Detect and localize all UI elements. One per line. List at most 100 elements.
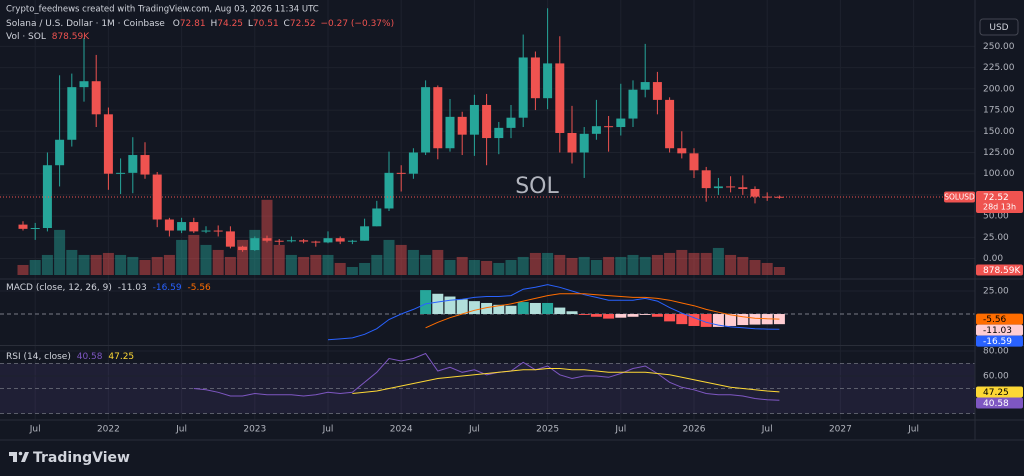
volume-value: 878.59K xyxy=(52,32,90,42)
candle-body xyxy=(762,196,772,198)
volume-bar xyxy=(627,254,639,275)
y-tick-label: 0.00 xyxy=(983,254,1003,264)
candle-body xyxy=(164,219,174,231)
histogram-tag-box xyxy=(976,324,1023,336)
histogram-bar xyxy=(676,314,688,325)
volume-bar xyxy=(200,244,212,275)
histogram-bar xyxy=(627,314,639,317)
volume-bar xyxy=(395,244,407,275)
volume-bar xyxy=(664,252,676,275)
marks xyxy=(17,8,785,401)
x-tick-label: 2022 xyxy=(97,425,120,435)
logo-dot xyxy=(18,451,23,456)
histogram-bar xyxy=(456,299,468,315)
volume-bar xyxy=(517,256,529,275)
histogram-bar xyxy=(688,314,700,326)
candle-body xyxy=(140,155,150,175)
histogram-bar xyxy=(505,305,517,315)
x-tick-label: 2025 xyxy=(536,425,559,435)
y-tick-label: 125.00 xyxy=(983,148,1015,158)
candle-body xyxy=(347,240,357,242)
volume-bar xyxy=(432,249,444,275)
candle-body xyxy=(628,89,638,119)
volume-bar xyxy=(554,254,566,275)
x-tick-label: Jul xyxy=(468,425,480,435)
volume-bar xyxy=(29,259,41,275)
x-tick-label: Jul xyxy=(175,425,187,435)
rsi-line xyxy=(193,352,780,401)
candle-body xyxy=(591,126,601,134)
y-tick-label: 25.00 xyxy=(983,287,1009,297)
candle-body xyxy=(665,99,675,149)
histogram-bar xyxy=(664,314,676,322)
macd-tag-box xyxy=(976,335,1023,347)
volume-bar xyxy=(712,247,724,275)
volume-bar xyxy=(749,259,761,275)
volume-bar xyxy=(176,239,188,275)
volume-bar xyxy=(139,259,151,275)
volume-bar xyxy=(249,229,261,275)
candle-body xyxy=(262,238,272,241)
volume-bar xyxy=(359,262,371,275)
symbol-legend: Solana / U.S. Dollar · 1M · Coinbase O72… xyxy=(6,19,394,29)
candle-body xyxy=(750,188,760,197)
volume-bar xyxy=(310,254,322,275)
volume-bar xyxy=(102,252,114,275)
histogram-bar xyxy=(468,301,480,315)
volume-bar xyxy=(603,256,615,275)
candle-body xyxy=(530,57,540,99)
volume-bar xyxy=(17,264,29,275)
histogram-tag: -11.03 xyxy=(983,326,1012,336)
volume-bar xyxy=(578,256,590,275)
histogram-bar xyxy=(566,311,578,315)
histogram-bar xyxy=(542,302,554,315)
ohlc-letter: O xyxy=(173,19,180,29)
volume-bar xyxy=(237,239,249,275)
histogram-bar xyxy=(615,314,627,318)
candle-body xyxy=(604,126,614,128)
candle-body xyxy=(311,241,321,243)
histogram-bar xyxy=(529,302,541,315)
y-tick-label: 25.00 xyxy=(983,233,1009,243)
candle-body xyxy=(91,81,101,115)
candle-body xyxy=(116,172,126,174)
histogram-bar xyxy=(481,302,493,315)
histogram-value: -11.03 xyxy=(118,283,147,293)
credit: Crypto_feednews created with TradingView… xyxy=(6,5,319,15)
y-tick-label: 50.00 xyxy=(983,212,1009,222)
x-tick-label: Jul xyxy=(322,425,334,435)
volume-tag: 878.59K xyxy=(983,266,1021,276)
ohlc-letter: H xyxy=(210,19,217,29)
histogram-bar xyxy=(651,314,663,317)
candle-body xyxy=(323,238,333,243)
candle-body xyxy=(567,132,577,153)
volume-bar xyxy=(273,244,285,275)
candle-body xyxy=(189,222,199,232)
rsi-ma-tag: 47.25 xyxy=(983,388,1009,398)
y-tick-label: 150.00 xyxy=(983,127,1015,137)
candle-body xyxy=(177,222,187,231)
candle-body xyxy=(543,63,553,99)
change: −0.27 (−0.37%) xyxy=(320,19,394,29)
volume-bar xyxy=(493,262,505,275)
candle-body xyxy=(701,170,711,189)
rsi-tag-box xyxy=(976,397,1023,409)
y-tick-label: 250.00 xyxy=(983,42,1015,52)
signal-value: -5.56 xyxy=(188,283,212,293)
candle-body xyxy=(238,246,248,251)
brand: TradingView xyxy=(33,450,130,466)
candle-body xyxy=(55,139,65,166)
signal-line xyxy=(425,293,780,329)
volume-bar xyxy=(651,254,663,275)
histogram-bar xyxy=(420,290,432,315)
currency-button[interactable] xyxy=(979,18,1019,36)
candle-body xyxy=(128,155,138,173)
ohlc-letter: C xyxy=(284,19,290,29)
volume-bar xyxy=(639,256,651,275)
histogram-bar xyxy=(603,314,615,319)
histogram-bar xyxy=(725,314,737,326)
volume-bar xyxy=(322,254,334,275)
currency-label[interactable]: USD xyxy=(989,23,1008,33)
grid xyxy=(0,0,975,420)
